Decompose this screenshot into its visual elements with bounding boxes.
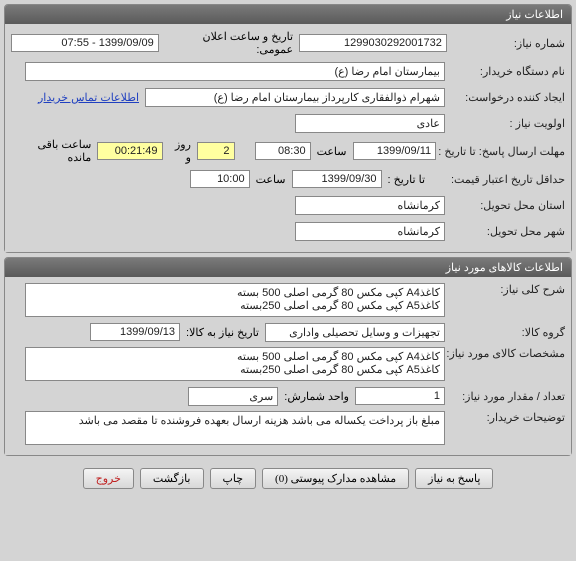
spec-field: کاغذA4 کپی مکس 80 گرمی اصلی 500 بسته کاغ… xyxy=(25,347,445,381)
need-number-label: شماره نیاز: xyxy=(447,37,565,50)
need-info-header: اطلاعات نیاز xyxy=(5,5,571,24)
deadline-time-field: 08:30 xyxy=(255,142,311,160)
creator-field: شهرام ذوالفقاری کارپرداز بیمارستان امام … xyxy=(145,88,445,107)
buyer-label: نام دستگاه خریدار: xyxy=(445,65,565,78)
need-info-panel: اطلاعات نیاز شماره نیاز: 129903029200173… xyxy=(4,4,572,253)
unit-label: واحد شمارش: xyxy=(284,390,349,403)
buyer-field: بیمارستان امام رضا (ع) xyxy=(25,62,445,81)
min-credit-time-field: 10:00 xyxy=(190,170,250,188)
announce-field: 1399/09/09 - 07:55 xyxy=(11,34,159,52)
explain-field: مبلغ باز پرداخت یکساله می باشد هزینه ارس… xyxy=(25,411,445,445)
qty-field: 1 xyxy=(355,387,445,405)
deadline-date-field: 1399/09/11 xyxy=(353,142,437,160)
min-credit-to: تا تاریخ : xyxy=(388,173,425,186)
need-number-field: 1299030292001732 xyxy=(299,34,447,52)
priority-field: عادی xyxy=(295,114,445,133)
creator-label: ایجاد کننده درخواست: xyxy=(445,91,565,104)
back-button[interactable]: بازگشت xyxy=(140,468,204,489)
explain-label: توضیحات خریدار: xyxy=(445,411,565,424)
deadline-label: مهلت ارسال پاسخ: تا تاریخ : xyxy=(436,145,565,158)
reply-button[interactable]: پاسخ به نیاز xyxy=(415,468,493,489)
need-date-field: 1399/09/13 xyxy=(90,323,180,341)
group-field: تجهیزات و وسایل تحصیلی واداری xyxy=(265,323,445,342)
attachments-button[interactable]: مشاهده مدارک پیوستی (0) xyxy=(262,468,409,489)
days-label: روز و xyxy=(169,138,191,164)
qty-label: تعداد / مقدار مورد نیاز: xyxy=(445,390,565,403)
province-field: کرمانشاه xyxy=(295,196,445,215)
goods-info-header: اطلاعات کالاهای مورد نیاز xyxy=(5,258,571,277)
unit-field: سری xyxy=(188,387,278,406)
min-credit-label: حداقل تاریخ اعتبار قیمت: xyxy=(445,173,565,186)
need-date-label: تاریخ نیاز به کالا: xyxy=(186,326,259,339)
print-button[interactable]: چاپ xyxy=(210,468,257,489)
remain-label: ساعت باقی مانده xyxy=(17,138,91,164)
min-credit-date-field: 1399/09/30 xyxy=(292,170,382,188)
priority-label: اولویت نیاز : xyxy=(445,117,565,130)
countdown-field: 00:21:49 xyxy=(97,142,162,160)
button-bar: پاسخ به نیاز مشاهده مدارک پیوستی (0) چاپ… xyxy=(0,460,576,497)
announce-label: تاریخ و ساعت اعلان عمومی: xyxy=(165,30,293,56)
time-label-1: ساعت xyxy=(317,145,347,158)
city-field: کرمانشاه xyxy=(295,222,445,241)
province-label: استان محل تحویل: xyxy=(445,199,565,212)
desc-label: شرح کلی نیاز: xyxy=(445,283,565,296)
days-field: 2 xyxy=(197,142,235,160)
city-label: شهر محل تحویل: xyxy=(445,225,565,238)
desc-field: کاغذA4 کپی مکس 80 گرمی اصلی 500 بسته کاغ… xyxy=(25,283,445,317)
goods-info-panel: اطلاعات کالاهای مورد نیاز شرح کلی نیاز: … xyxy=(4,257,572,456)
time-label-2: ساعت xyxy=(256,173,286,186)
contact-link[interactable]: اطلاعات تماس خریدار xyxy=(38,91,139,104)
spec-label: مشخصات کالای مورد نیاز: xyxy=(445,347,565,360)
group-label: گروه کالا: xyxy=(445,326,565,339)
exit-button[interactable]: خروج xyxy=(83,468,134,489)
